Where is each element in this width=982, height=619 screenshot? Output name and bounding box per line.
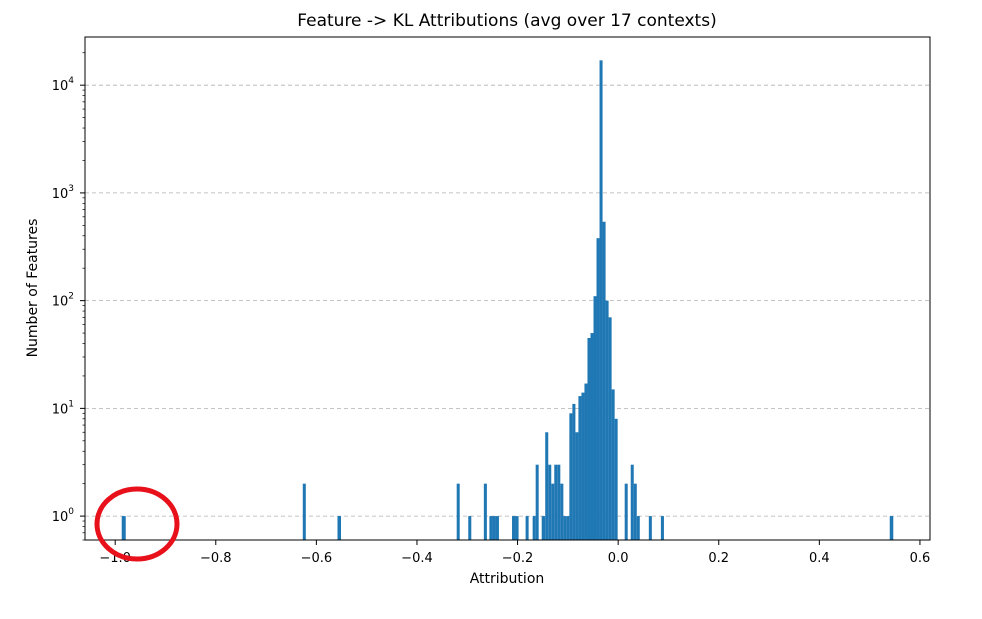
y-gridlines (85, 84, 930, 517)
histogram-bar (337, 516, 342, 540)
histogram-bar (456, 483, 460, 540)
histogram-bar (525, 516, 529, 540)
histogram-bar (575, 432, 579, 540)
histogram-bar (605, 300, 609, 540)
x-tick-label: −0.2 (502, 551, 534, 566)
histogram-bar (535, 464, 539, 540)
histogram-bar (557, 464, 561, 540)
histogram-bar (889, 516, 894, 540)
histogram-bar (608, 317, 612, 540)
y-tick-label: 100 (52, 507, 75, 525)
histogram-bar (584, 383, 588, 540)
plot-frame (84, 36, 931, 541)
y-axis-ticks: 100 101 102 103 104 (52, 52, 85, 541)
histogram-bar (614, 418, 618, 540)
histogram-bar (587, 337, 591, 540)
histogram-bar (599, 60, 603, 541)
histogram-bar (495, 516, 499, 540)
histogram-bar (483, 483, 487, 540)
histogram-bar (581, 392, 585, 540)
y-tick-label: 103 (52, 184, 74, 202)
histogram-bar (512, 516, 516, 540)
histogram-bar (302, 483, 306, 540)
x-axis-label: Attribution (470, 571, 545, 587)
histogram-bar (569, 413, 573, 540)
highlight-circle-annotation (94, 486, 180, 562)
histogram-bar (515, 516, 519, 540)
histogram-bar (596, 238, 600, 540)
histogram-bar (633, 483, 637, 540)
x-tick-label: −0.4 (401, 551, 433, 566)
y-tick-label: 104 (52, 76, 75, 94)
histogram-bar (545, 432, 549, 540)
histogram-bar (602, 221, 606, 541)
histogram-bar (563, 516, 567, 540)
histogram-bar (532, 516, 536, 540)
histogram-bar (578, 396, 582, 540)
histogram-bar (593, 296, 597, 540)
histogram-bar (492, 516, 496, 540)
x-tick-label: −0.6 (301, 551, 333, 566)
histogram-bars (121, 60, 894, 541)
histogram-bar (548, 464, 552, 540)
x-tick-label: −0.8 (200, 551, 232, 566)
histogram-bar (121, 516, 126, 540)
x-tick-label: 0.6 (910, 551, 931, 566)
histogram-bar (590, 333, 594, 540)
histogram-bar (566, 516, 570, 540)
histogram-bar (541, 516, 546, 540)
y-axis-label: Number of Features (25, 219, 41, 358)
x-tick-label: 0.4 (809, 551, 830, 566)
chart-title: Feature -> KL Attributions (avg over 17 … (297, 11, 716, 31)
y-tick-label: 102 (52, 292, 74, 310)
histogram-bar (468, 516, 472, 540)
x-axis-ticks: −1.0 −0.8 −0.6 −0.4 −0.2 0.0 0.2 0.4 0.6 (99, 540, 930, 566)
histogram-bar (554, 464, 558, 540)
histogram-bar (660, 516, 664, 540)
histogram-bar (560, 483, 564, 540)
histogram-bar (630, 464, 634, 540)
histogram-bar (489, 516, 493, 540)
histogram-bar (636, 516, 640, 540)
histogram-bar (572, 403, 576, 540)
histogram-bar (624, 483, 628, 540)
histogram-bar (611, 389, 615, 540)
y-tick-label: 101 (52, 399, 74, 417)
x-tick-label: 0.2 (708, 551, 729, 566)
histogram-bar (648, 516, 652, 540)
histogram-bar (551, 483, 555, 540)
x-tick-label: 0.0 (608, 551, 629, 566)
